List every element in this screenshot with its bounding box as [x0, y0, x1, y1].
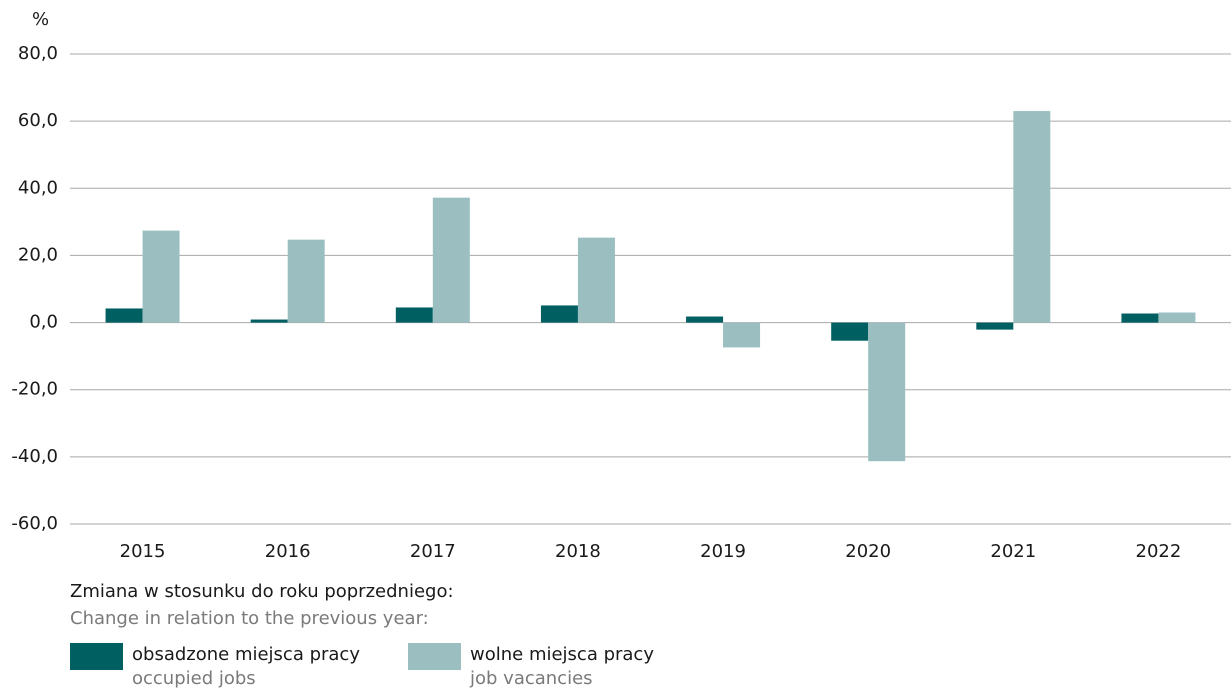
x-tick-label: 2017	[410, 541, 456, 562]
y-tick-label: -60,0	[11, 513, 58, 534]
y-tick-label: -40,0	[11, 446, 58, 467]
y-tick-label: -20,0	[11, 379, 58, 400]
legend-title: Zmiana w stosunku do roku poprzedniego:	[70, 581, 454, 602]
bar	[395, 307, 433, 323]
bar	[577, 237, 615, 323]
x-tick-label: 2020	[845, 541, 891, 562]
legend-label: obsadzone miejsca pracy	[132, 644, 360, 665]
bar	[142, 230, 180, 323]
x-tick-label: 2015	[120, 541, 166, 562]
x-tick-label: 2018	[555, 541, 601, 562]
legend-label-en: occupied jobs	[132, 668, 256, 689]
bar	[868, 322, 906, 462]
bar	[432, 197, 470, 323]
bar	[250, 319, 288, 323]
y-tick-label: 60,0	[18, 110, 58, 131]
legend-label-en: job vacancies	[469, 668, 593, 689]
y-tick-label: 40,0	[18, 177, 58, 198]
y-tick-label: 0,0	[29, 312, 58, 333]
bar	[831, 322, 869, 341]
bar	[105, 308, 143, 323]
bar	[1013, 111, 1051, 323]
bar	[1121, 313, 1159, 323]
unit-label: %	[32, 9, 49, 30]
bar	[723, 322, 761, 348]
legend-swatch	[408, 643, 461, 670]
x-tick-label: 2021	[990, 541, 1036, 562]
bar	[686, 316, 724, 323]
bar	[976, 322, 1014, 330]
x-tick-label: 2019	[700, 541, 746, 562]
legend-title-en: Change in relation to the previous year:	[70, 608, 429, 629]
y-tick-label: 80,0	[18, 43, 58, 64]
legend-label: wolne miejsca pracy	[470, 644, 654, 665]
legend-swatch	[70, 643, 123, 670]
bar	[540, 305, 578, 323]
x-tick-label: 2022	[1136, 541, 1182, 562]
bar	[287, 239, 325, 323]
bar	[1158, 312, 1196, 323]
x-tick-label: 2016	[265, 541, 311, 562]
y-tick-label: 20,0	[18, 244, 58, 265]
